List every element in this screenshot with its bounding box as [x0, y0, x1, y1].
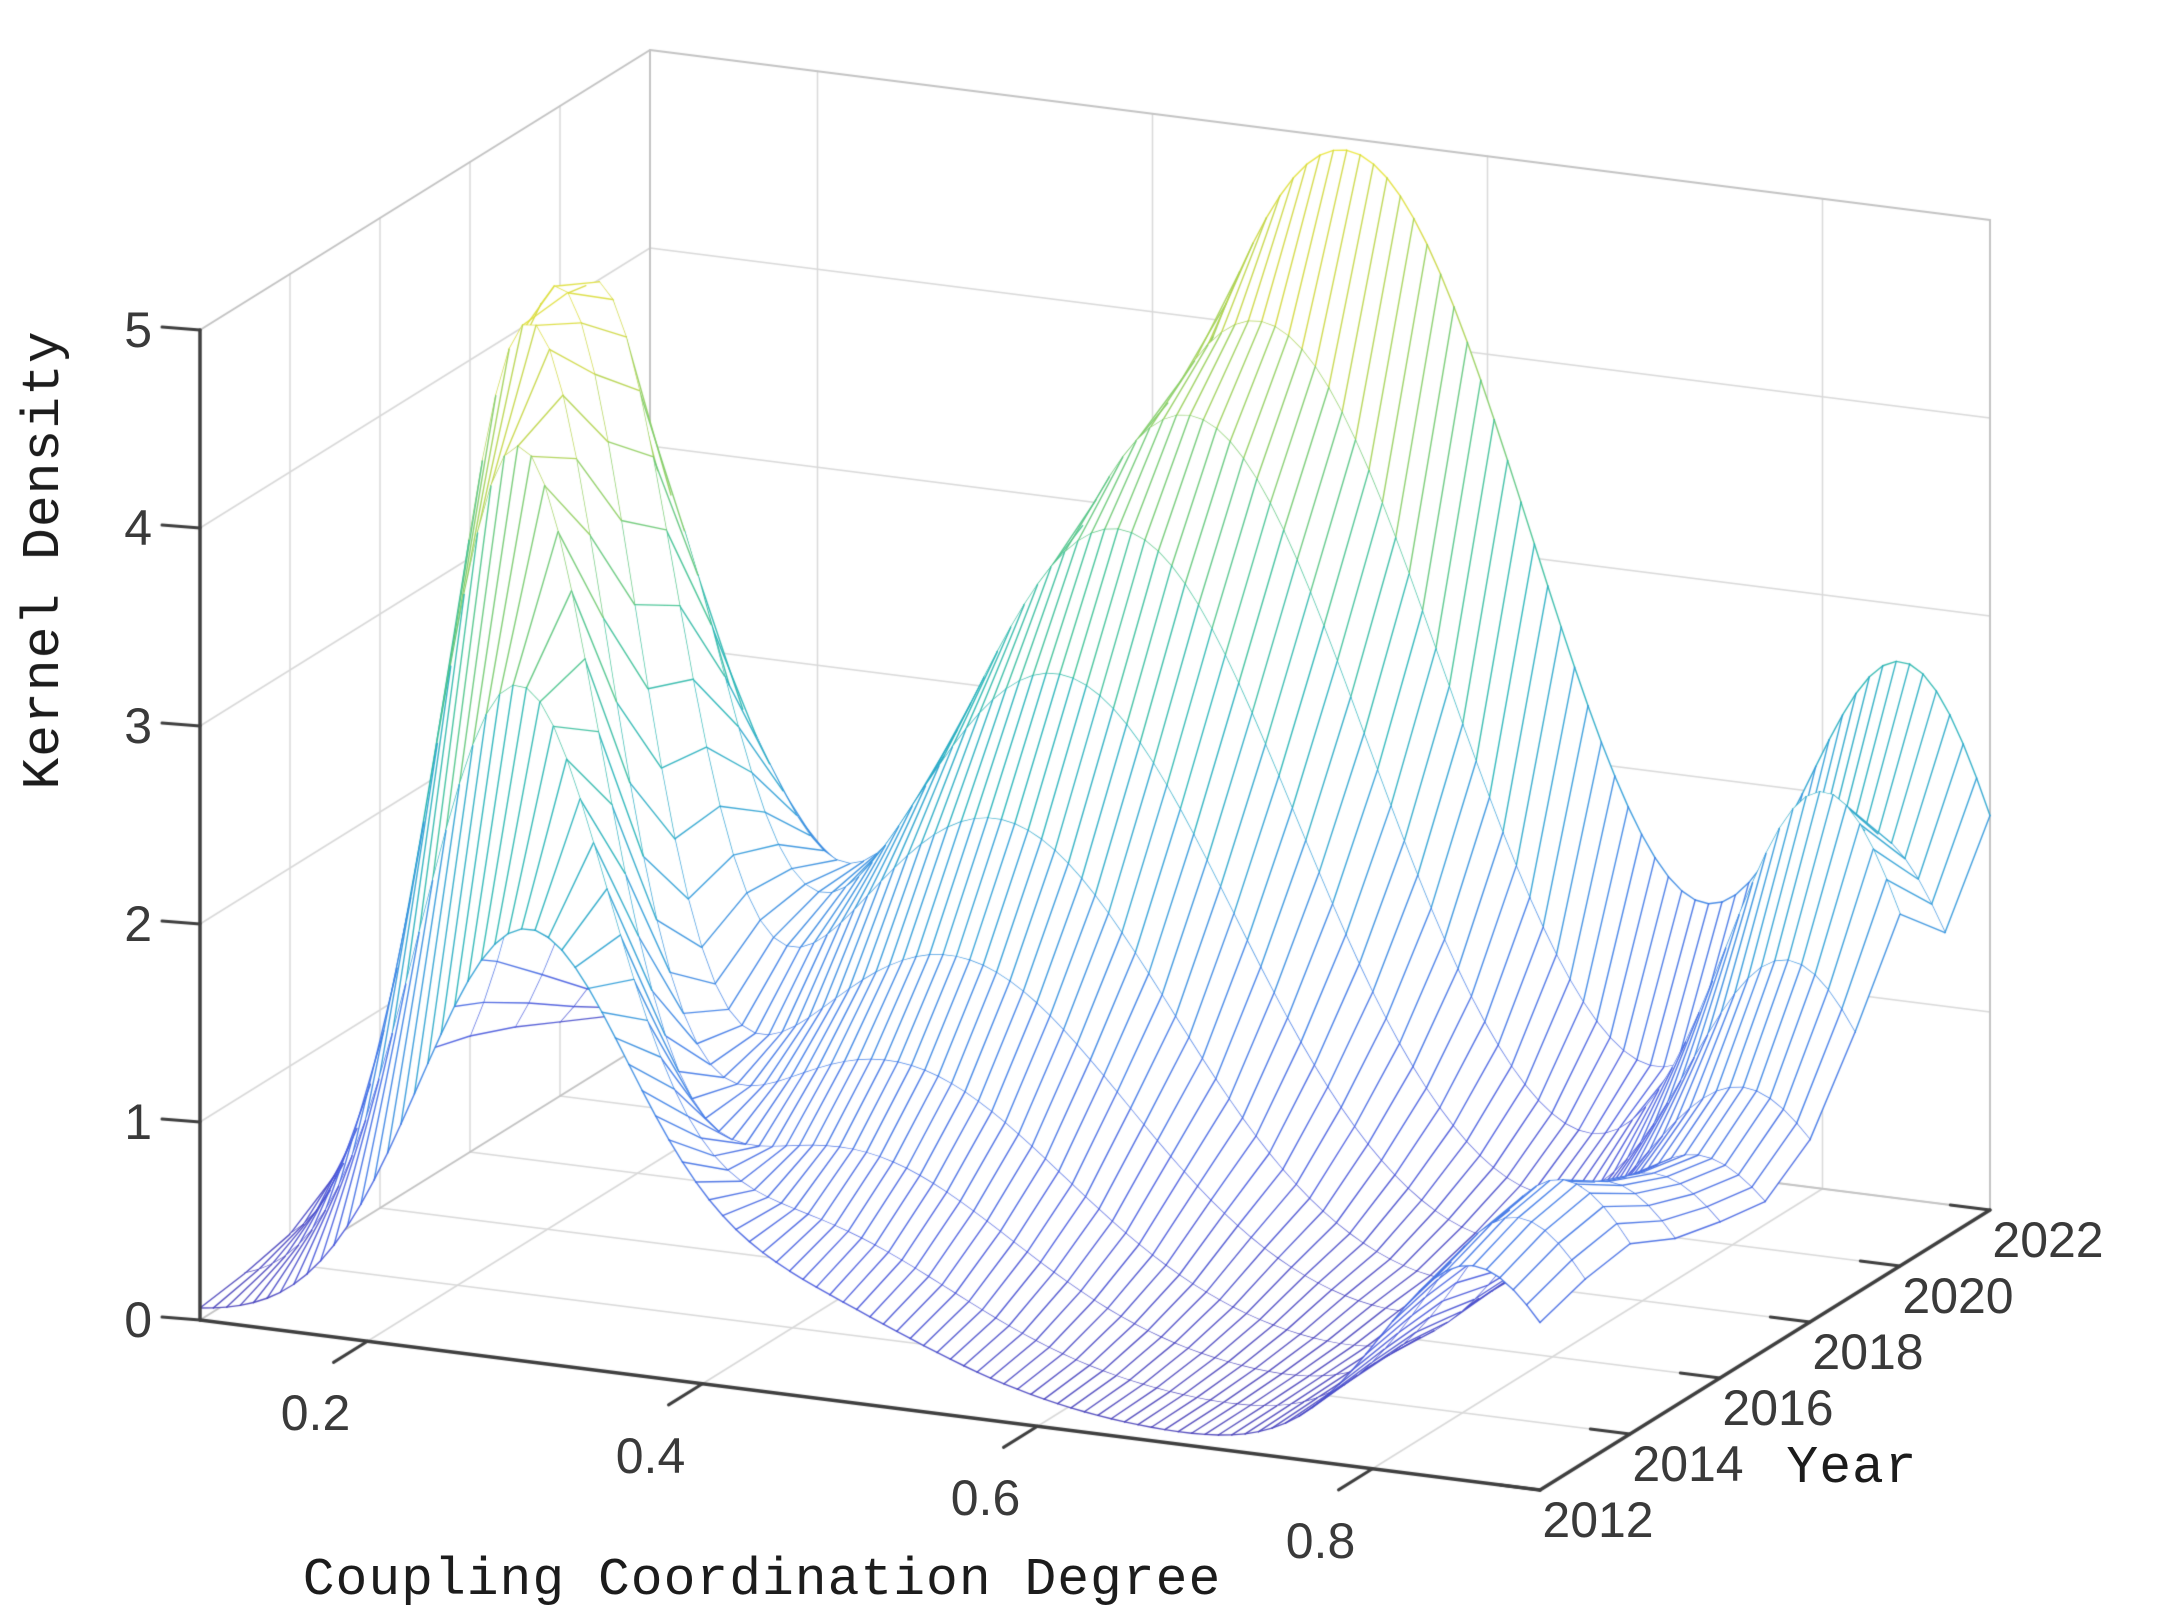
y-axis-title: Year — [1786, 1438, 1918, 1498]
z-tick-label-0: 0 — [124, 1292, 152, 1348]
x-tick-label-0.6: 0.6 — [950, 1470, 1021, 1527]
y-tick-label-2018: 2018 — [1812, 1324, 1924, 1380]
z-tick-label-2: 2 — [124, 896, 152, 952]
z-tick-label-4: 4 — [124, 500, 152, 556]
x-tick-label-0.4: 0.4 — [615, 1427, 686, 1484]
x-tick-label-0.8: 0.8 — [1285, 1512, 1356, 1569]
z-tick-label-3: 3 — [124, 698, 152, 754]
x-axis-title: Coupling Coordination Degree — [302, 1550, 1222, 1610]
z-axis-title: Kernel Density — [14, 330, 74, 790]
y-tick-label-2022: 2022 — [1992, 1212, 2104, 1268]
y-tick-label-2014: 2014 — [1632, 1436, 1744, 1492]
y-tick-label-2012: 2012 — [1542, 1492, 1654, 1548]
z-tick-label-5: 5 — [124, 302, 152, 358]
y-tick-label-2016: 2016 — [1722, 1380, 1834, 1436]
y-tick-label-2020: 2020 — [1902, 1268, 2014, 1324]
x-tick-label-0.2: 0.2 — [280, 1385, 351, 1442]
z-tick-label-1: 1 — [124, 1094, 152, 1150]
